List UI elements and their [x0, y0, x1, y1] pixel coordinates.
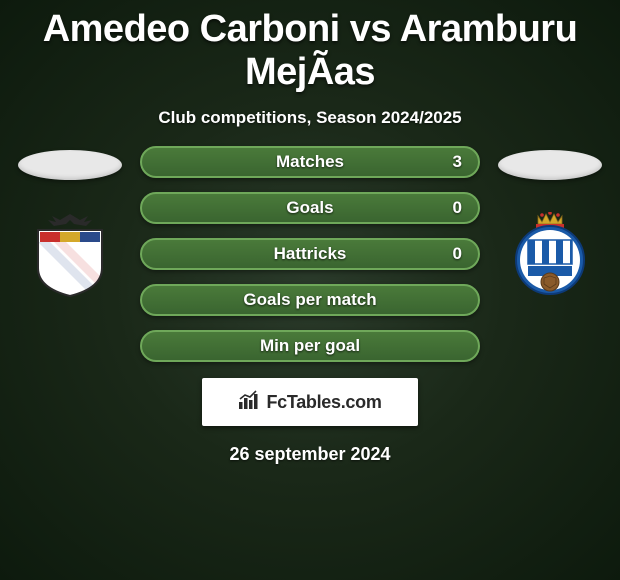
stat-label: Goals — [286, 198, 333, 218]
real-sociedad-crest — [500, 212, 600, 298]
stat-label: Hattricks — [274, 244, 347, 264]
stats-column: Matches 3 Goals 0 Hattricks 0 Goals per … — [140, 146, 480, 362]
stat-value-right: 0 — [453, 198, 462, 218]
page-subtitle: Club competitions, Season 2024/2025 — [0, 108, 620, 128]
stat-row-matches: Matches 3 — [140, 146, 480, 178]
stat-row-min-per-goal: Min per goal — [140, 330, 480, 362]
valencia-crest — [20, 212, 120, 298]
stat-row-goals: Goals 0 — [140, 192, 480, 224]
stat-row-hattricks: Hattricks 0 — [140, 238, 480, 270]
date-line: 26 september 2024 — [0, 444, 620, 465]
stat-label: Matches — [276, 152, 344, 172]
player-right-col — [490, 150, 610, 298]
player-left-col — [10, 150, 130, 298]
brand-text: FcTables.com — [266, 392, 381, 413]
comparison-row: Matches 3 Goals 0 Hattricks 0 Goals per … — [0, 150, 620, 362]
page-title: Amedeo Carboni vs Aramburu MejÃ­as — [0, 0, 620, 94]
chart-icon — [238, 390, 260, 415]
stat-row-goals-per-match: Goals per match — [140, 284, 480, 316]
stat-label: Min per goal — [260, 336, 360, 356]
player-left-silhouette — [18, 150, 122, 180]
stat-value-right: 3 — [453, 152, 462, 172]
brand-box[interactable]: FcTables.com — [202, 378, 418, 426]
player-right-silhouette — [498, 150, 602, 180]
stat-label: Goals per match — [243, 290, 376, 310]
stat-value-right: 0 — [453, 244, 462, 264]
